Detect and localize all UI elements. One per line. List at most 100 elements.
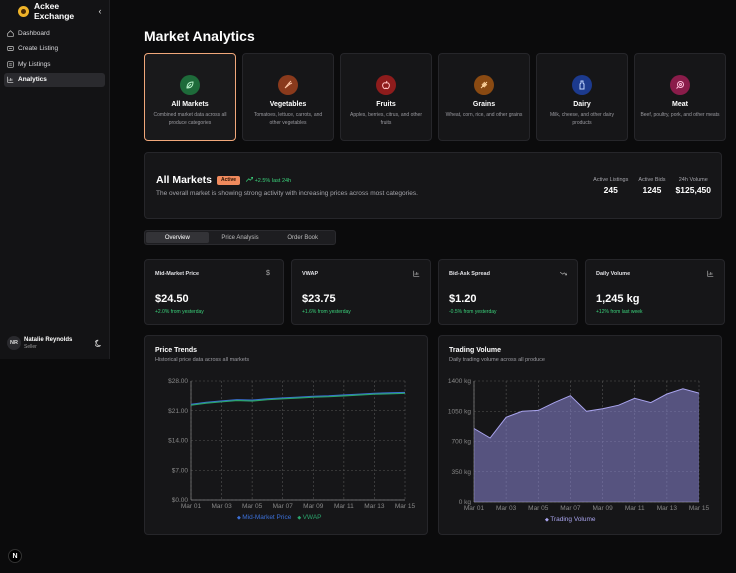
legend-label: Trading Volume: [550, 516, 596, 523]
series-line-trading-volume: [473, 388, 700, 439]
sidebar-nav: Dashboard Create Listing My Listings Ana…: [0, 26, 109, 87]
category-card-vegetables[interactable]: Vegetables Tomatoes, lettuce, carrots, a…: [242, 53, 334, 141]
apple-icon: [376, 75, 396, 95]
category-card-meat[interactable]: Meat Beef, poultry, pork, and other meat…: [634, 53, 726, 141]
trading-volume-chart[interactable]: 0 kg 350 kg 700 kg 1050 kg 1400 kg Mar 01 Mar …: [439, 336, 723, 536]
category-cards: All Markets Combined market data across …: [144, 53, 726, 141]
x-tick-label: Mar 13: [364, 503, 385, 510]
bar-chart-icon: [413, 270, 420, 277]
chart-title: Price Trends: [155, 347, 198, 354]
x-tick-label: Mar 03: [496, 505, 517, 512]
home-icon: [7, 29, 14, 37]
category-title: Grains: [472, 101, 496, 108]
category-card-grains[interactable]: Grains Wheat, corn, rice, and other grai…: [438, 53, 530, 141]
legend-item[interactable]: ◆ VWAP: [297, 514, 321, 521]
category-desc: Apples, berries, citrus, and other fruit…: [350, 112, 422, 126]
stat-value: $125,450: [675, 185, 711, 195]
chart-subtitle: Daily trading volume across all produce: [449, 357, 545, 363]
series-area-trading-volume: [474, 388, 699, 502]
analytics-icon: [7, 76, 14, 83]
next-logo-icon[interactable]: N: [8, 549, 22, 563]
chevron-left-icon[interactable]: ‹: [98, 6, 102, 16]
category-desc: Milk, cheese, and other dairy products: [550, 112, 614, 126]
series-line-mid-market-price: [190, 391, 406, 405]
legend-item[interactable]: ◆ Mid-Market Price: [237, 514, 291, 521]
moon-icon[interactable]: [95, 339, 103, 347]
price-trends-chart[interactable]: $0.00 $7.00 $14.00 $21.00 $28.00 Mar 01 Mar 03…: [145, 336, 429, 536]
sidebar-item-create-listing[interactable]: Create Listing: [4, 42, 105, 56]
stat-label: Active Bids: [638, 177, 666, 183]
wheat-icon: [474, 75, 494, 95]
metric-value: $1.20: [449, 293, 477, 305]
category-desc: Beef, poultry, pork, and other meats: [640, 112, 720, 118]
metric-value: $24.50: [155, 293, 189, 305]
x-tick-label: Mar 07: [560, 505, 581, 512]
category-desc: Combined market data across all produce …: [153, 112, 227, 126]
leaf-icon: [180, 75, 200, 95]
legend-item[interactable]: ◆ Trading Volume: [545, 516, 596, 523]
category-title: Meat: [672, 101, 688, 108]
sidebar-item-label: My Listings: [18, 60, 51, 68]
sidebar-item-my-listings[interactable]: My Listings: [4, 57, 105, 71]
dollar-icon: $: [266, 270, 270, 277]
summary-change-text: +2.5% last 24h: [254, 177, 292, 184]
tab-price-analysis[interactable]: Price Analysis: [221, 234, 259, 241]
sidebar-item-label: Analytics: [18, 76, 47, 83]
y-tick-label: 700 kg: [451, 439, 471, 446]
metric-change: +2.0% from yesterday: [155, 309, 204, 315]
sidebar-item-label: Create Listing: [18, 45, 59, 52]
tab-order-book[interactable]: Order Book: [287, 234, 319, 241]
metric-label: Daily Volume: [596, 271, 631, 277]
category-title: Fruits: [376, 101, 396, 108]
series-line-vwap: [190, 392, 406, 406]
page-title: Market Analytics: [144, 28, 255, 44]
user-profile[interactable]: NR Natalie Reynolds Seller: [7, 336, 103, 350]
x-tick-label: Mar 15: [395, 503, 416, 510]
metric-value: 1,245 kg: [596, 293, 640, 305]
legend-marker-icon: ◆: [297, 515, 303, 521]
sidebar: Ackee Exchange ‹ Dashboard Create Listin…: [0, 0, 110, 359]
analytics-tabs: Overview Price Analysis Order Book: [144, 230, 336, 245]
y-tick-label: $7.00: [172, 467, 189, 474]
user-name: Natalie Reynolds: [24, 336, 73, 343]
x-tick-label: Mar 15: [689, 505, 710, 512]
summary-change: +2.5% last 24h: [245, 176, 292, 184]
stat-active-listings: Active Listings 245: [593, 177, 628, 195]
stat-label: 24h Volume: [678, 177, 708, 183]
beef-icon: [670, 75, 690, 95]
y-tick-label: $28.00: [168, 378, 188, 385]
metric-card-bid-ask-spread: Bid-Ask Spread $1.20 -0.5% from yesterda…: [438, 259, 578, 325]
category-card-all-markets[interactable]: All Markets Combined market data across …: [144, 53, 236, 141]
x-tick-label: Mar 01: [181, 503, 202, 510]
listings-icon: [7, 60, 14, 68]
category-title: All Markets: [171, 101, 209, 108]
x-tick-label: Mar 09: [592, 505, 613, 512]
app-name: Ackee Exchange: [34, 1, 75, 21]
summary-title: All Markets: [156, 174, 213, 186]
legend-label: Mid-Market Price: [242, 514, 292, 521]
sidebar-item-analytics[interactable]: Analytics: [4, 72, 105, 87]
chart-grid: [190, 380, 406, 501]
summary-stats: Active Listings 245 Active Bids 1245 24h…: [593, 177, 711, 195]
brand[interactable]: Ackee Exchange ‹: [0, 1, 109, 21]
category-card-dairy[interactable]: Dairy Milk, cheese, and other dairy prod…: [536, 53, 628, 141]
metric-label: Bid-Ask Spread: [449, 271, 490, 277]
metric-card-vwap: VWAP $23.75 +1.6% from yesterday: [291, 259, 431, 325]
x-tick-label: Mar 01: [464, 505, 485, 512]
legend-marker-icon: ◆: [237, 515, 243, 521]
y-tick-label: 1400 kg: [448, 378, 472, 385]
category-card-fruits[interactable]: Fruits Apples, berries, citrus, and othe…: [340, 53, 432, 141]
metric-label: Mid-Market Price: [155, 271, 200, 277]
chart-subtitle: Historical price data across all markets: [155, 357, 250, 363]
x-tick-label: Mar 07: [273, 503, 294, 510]
metric-value: $23.75: [302, 293, 336, 305]
category-title: Dairy: [573, 101, 591, 108]
stat-24h-volume: 24h Volume $125,450: [676, 177, 711, 195]
tab-overview[interactable]: Overview: [146, 232, 209, 243]
chart-legend: ◆ Trading Volume: [545, 516, 596, 523]
status-badge: Active: [217, 175, 241, 185]
sidebar-item-dashboard[interactable]: Dashboard: [4, 26, 105, 40]
stat-value: 245: [603, 185, 618, 195]
bar-chart-icon: [707, 270, 714, 277]
y-tick-label: 0 kg: [459, 499, 472, 506]
